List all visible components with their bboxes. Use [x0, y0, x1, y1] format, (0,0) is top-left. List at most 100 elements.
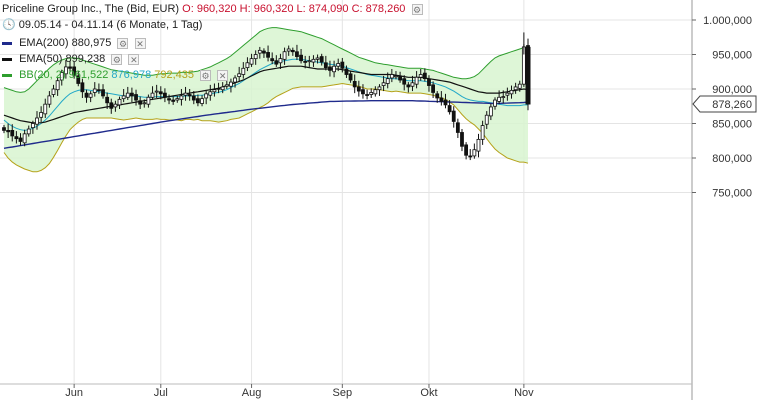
y-tick-label: 850,000: [712, 119, 752, 131]
ema50-label: EMA(50): [19, 53, 63, 65]
candle-body: [200, 98, 204, 104]
bb-upper-value: 961,522: [68, 69, 109, 81]
close-icon[interactable]: ✕: [128, 53, 140, 65]
bollinger-band-area: [4, 27, 528, 172]
candle-body: [517, 83, 522, 89]
candle-body: [196, 98, 200, 104]
candle-body: [468, 155, 473, 158]
candle-body: [497, 96, 502, 102]
candle-body: [10, 129, 15, 137]
candle-body: [224, 84, 229, 87]
instrument-name: Priceline Group Inc., The (Bid, EUR): [2, 3, 180, 15]
candle-body: [158, 91, 163, 95]
candle-body: [142, 102, 147, 105]
bb-label: BB(20, 2): [19, 69, 66, 81]
candle-body: [348, 73, 353, 81]
ohlc-open: O: 960,320: [182, 3, 237, 15]
legend-range-row: 🕓 09.05.14 - 04.11.14 (6 Monate, 1 Tag): [2, 18, 202, 32]
candle-body: [509, 89, 514, 95]
candle-body: [460, 132, 464, 147]
candle-body: [138, 100, 143, 105]
candle-body: [2, 127, 6, 131]
candle-body: [266, 52, 270, 58]
candle-body: [96, 89, 101, 92]
date-range: 09.05.14 - 04.11.14 (6 Monate, 1 Tag): [18, 19, 203, 31]
candle-body: [43, 103, 48, 115]
last-price-label: 878,260: [712, 99, 752, 111]
x-tick-label: Aug: [242, 387, 262, 399]
candle-body: [493, 99, 497, 107]
bb-mid-line: [3, 58, 528, 131]
candle-body: [72, 66, 77, 76]
ema200-label: EMA(200): [19, 37, 69, 49]
candle-body: [414, 76, 419, 85]
candle-body: [278, 58, 283, 64]
x-tick-label: Jun: [65, 387, 83, 399]
candle-body: [59, 72, 64, 81]
candle-body: [39, 112, 44, 118]
candle-body: [63, 66, 68, 75]
legend-bb-row: BB(20, 2) 961,522 876,978 792,435 ⚙ ✕: [2, 68, 229, 82]
legend-ema50-row: EMA(50) 899,238 ⚙ ✕: [2, 52, 140, 66]
candle-body: [18, 137, 23, 142]
bb-upper-line: [3, 27, 529, 93]
gear-icon[interactable]: ⚙: [200, 69, 212, 81]
x-tick-label: Okt: [420, 387, 437, 399]
candle-body: [26, 128, 31, 135]
ema200-value: 880,975: [71, 37, 112, 49]
candle-body: [365, 94, 369, 96]
gear-icon[interactable]: ⚙: [111, 53, 123, 65]
candle-body: [311, 58, 316, 63]
candle-body: [117, 98, 122, 106]
candle-body: [113, 103, 118, 108]
close-icon[interactable]: ✕: [217, 69, 229, 81]
candle-body: [270, 58, 275, 62]
candle-body: [167, 98, 171, 101]
candle-body: [336, 63, 341, 67]
candle-body: [389, 74, 394, 79]
candle-body: [179, 95, 184, 100]
close-icon[interactable]: ✕: [134, 37, 146, 49]
ema200-swatch: [2, 41, 12, 45]
candle-body: [319, 56, 324, 63]
candle-body: [472, 149, 477, 157]
candle-body: [352, 81, 357, 88]
candle-body: [394, 75, 398, 78]
candle-body: [22, 133, 27, 144]
legend-ema200-row: EMA(200) 880,975 ⚙ ✕: [2, 36, 146, 50]
legend-instrument-row: Priceline Group Inc., The (Bid, EUR) O: …: [2, 2, 423, 16]
candle-body: [125, 92, 130, 98]
candle-body: [146, 96, 151, 105]
gear-icon[interactable]: ⚙: [411, 3, 423, 15]
candle-body: [398, 75, 402, 81]
candle-body: [134, 94, 138, 101]
candle-body: [447, 105, 452, 113]
candle-body: [344, 68, 349, 75]
ohlc-close: C: 878,260: [351, 3, 406, 15]
gear-icon[interactable]: ⚙: [117, 37, 129, 49]
y-tick-label: 1.000,000: [703, 15, 752, 27]
candle-body: [406, 84, 411, 88]
candle-body: [299, 54, 303, 62]
candle-body: [373, 89, 378, 95]
candle-body: [14, 136, 19, 140]
candle-body: [130, 92, 134, 97]
candle-body: [439, 97, 444, 102]
candle-body: [274, 60, 279, 65]
candle-body: [464, 144, 469, 156]
x-tick-label: Sep: [333, 387, 353, 399]
candle-body: [455, 122, 460, 133]
y-tick-label: 800,000: [712, 153, 752, 165]
ema50-line: [3, 65, 529, 124]
candle-body: [220, 86, 225, 91]
bb-mid-value: 876,978: [111, 69, 152, 81]
bb-lower-value: 792,435: [154, 69, 195, 81]
candle-body: [183, 92, 188, 96]
candle-body: [35, 117, 39, 125]
candle-body: [237, 73, 242, 77]
ohlc-low: L: 874,090: [296, 3, 349, 15]
candle-body: [241, 67, 246, 75]
candle-body: [315, 57, 320, 60]
candle-body: [163, 92, 167, 98]
